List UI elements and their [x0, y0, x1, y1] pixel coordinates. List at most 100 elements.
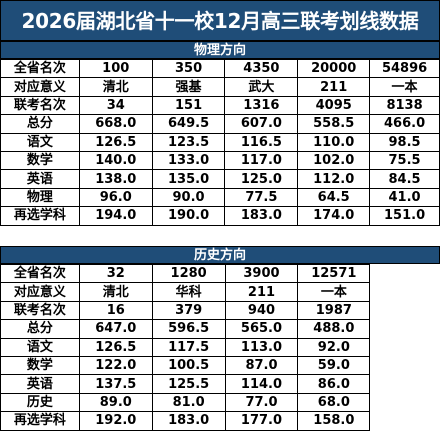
physics-cell: 190.0	[151, 206, 226, 226]
physics-cell: 清北	[78, 77, 153, 97]
history-cell: 565.0	[224, 319, 299, 339]
history-cell: 177.0	[224, 411, 299, 431]
physics-cell: 135.0	[151, 169, 226, 189]
history-cell: 126.5	[78, 337, 153, 357]
physics-row-label: 英语	[0, 169, 80, 189]
history-cell: 59.0	[297, 355, 371, 376]
physics-row-label: 对应意义	[0, 77, 80, 97]
history-row-label: 再选学科	[0, 411, 80, 431]
physics-cell: 8138	[369, 95, 440, 116]
history-cell: 1280	[151, 263, 226, 284]
physics-cell: 140.0	[78, 150, 153, 171]
physics-cell: 110.0	[297, 132, 371, 152]
physics-row-label: 总分	[0, 114, 80, 134]
physics-row-label: 数学	[0, 150, 80, 171]
history-row: 再选学科 192.0 183.0 177.0 158.0	[0, 411, 440, 431]
physics-row: 再选学科 194.0 190.0 183.0 174.0 151.0	[0, 206, 440, 226]
physics-cell: 133.0	[151, 150, 226, 171]
history-cell: 一本	[297, 282, 371, 302]
physics-row-label: 物理	[0, 187, 80, 208]
physics-cell: 一本	[369, 77, 440, 97]
history-cell: 清北	[78, 282, 153, 302]
physics-cell: 96.0	[78, 187, 153, 208]
physics-row: 数学 140.0 133.0 117.0 102.0 75.5	[0, 150, 440, 171]
history-blank-cell	[369, 264, 440, 283]
history-cell: 3900	[224, 263, 299, 284]
physics-cell: 75.5	[369, 150, 440, 171]
physics-cell: 强基	[151, 77, 226, 97]
history-cell: 158.0	[297, 411, 371, 431]
history-row: 英语 137.5 125.5 114.0 86.0	[0, 374, 440, 394]
history-row: 历史 89.0 81.0 77.0 68.0	[0, 392, 440, 413]
physics-cell: 77.5	[224, 187, 299, 208]
history-cell: 940	[224, 300, 299, 321]
physics-cell: 1316	[224, 95, 299, 116]
history-cell: 92.0	[297, 337, 371, 357]
history-blank-cell	[369, 374, 440, 394]
physics-row: 全省名次 100 350 4350 20000 54896	[0, 58, 440, 79]
physics-cell: 607.0	[224, 114, 299, 134]
physics-cell: 34	[78, 95, 153, 116]
history-blank-cell	[369, 301, 440, 320]
physics-cell: 112.0	[297, 169, 371, 189]
history-cell: 华科	[151, 282, 226, 302]
physics-cell: 668.0	[78, 114, 153, 134]
physics-cell: 126.5	[78, 132, 153, 152]
physics-row-label: 再选学科	[0, 206, 80, 226]
history-cell: 87.0	[224, 355, 299, 376]
history-cell: 192.0	[78, 411, 153, 431]
physics-row: 联考名次 34 151 1316 4095 8138	[0, 95, 440, 116]
physics-row: 语文 126.5 123.5 116.5 110.0 98.5	[0, 132, 440, 152]
physics-cell: 4350	[224, 58, 299, 79]
history-blank-cell	[369, 319, 440, 339]
physics-cell: 211	[297, 77, 371, 97]
physics-row-label: 联考名次	[0, 95, 80, 116]
physics-cell: 138.0	[78, 169, 153, 189]
history-blank-cell	[369, 282, 440, 302]
history-cell: 114.0	[224, 374, 299, 394]
history-cell: 113.0	[224, 337, 299, 357]
history-row: 语文 126.5 117.5 113.0 92.0	[0, 337, 440, 357]
history-cell: 89.0	[78, 392, 153, 413]
history-section-heading: 历史方向	[0, 246, 440, 264]
history-row: 全省名次 32 1280 3900 12571	[0, 263, 440, 284]
history-blank-cell	[369, 393, 440, 412]
history-cell: 86.0	[297, 374, 371, 394]
history-row-label: 总分	[0, 319, 80, 339]
history-cell: 117.5	[151, 337, 226, 357]
history-row-label: 联考名次	[0, 300, 80, 321]
history-cell: 16	[78, 300, 153, 321]
history-row-label: 对应意义	[0, 282, 80, 302]
history-cell: 1987	[297, 300, 371, 321]
physics-cell: 54896	[369, 58, 440, 79]
history-cell: 81.0	[151, 392, 226, 413]
physics-cell: 350	[151, 58, 226, 79]
history-cell: 12571	[297, 263, 371, 284]
physics-cell: 194.0	[78, 206, 153, 226]
physics-cell: 116.5	[224, 132, 299, 152]
physics-row: 对应意义 清北 强基 武大 211 一本	[0, 77, 440, 97]
physics-cell: 4095	[297, 95, 371, 116]
physics-cell: 117.0	[224, 150, 299, 171]
physics-cell: 武大	[224, 77, 299, 97]
physics-row-label: 语文	[0, 132, 80, 152]
history-blank-cell	[369, 338, 440, 357]
physics-cell: 151	[151, 95, 226, 116]
physics-cell: 649.5	[151, 114, 226, 134]
history-blank-cell	[369, 356, 440, 375]
history-row: 联考名次 16 379 940 1987	[0, 300, 440, 321]
physics-cell: 151.0	[369, 206, 440, 226]
physics-cell: 183.0	[224, 206, 299, 226]
history-row-label: 历史	[0, 392, 80, 413]
history-row: 对应意义 清北 华科 211 一本	[0, 282, 440, 302]
history-table: 全省名次 32 1280 3900 12571 对应意义 清北 华科 211 一本 联考名次 16 37…	[0, 263, 440, 431]
sheet-title: 2026届湖北省十一校12月高三联考划线数据	[0, 0, 440, 41]
physics-cell: 84.5	[369, 169, 440, 189]
physics-cell: 125.0	[224, 169, 299, 189]
history-blank-cell	[369, 411, 440, 431]
physics-cell: 558.5	[297, 114, 371, 134]
history-cell: 32	[78, 263, 153, 284]
physics-section-heading: 物理方向	[0, 41, 440, 59]
history-cell: 122.0	[78, 355, 153, 376]
